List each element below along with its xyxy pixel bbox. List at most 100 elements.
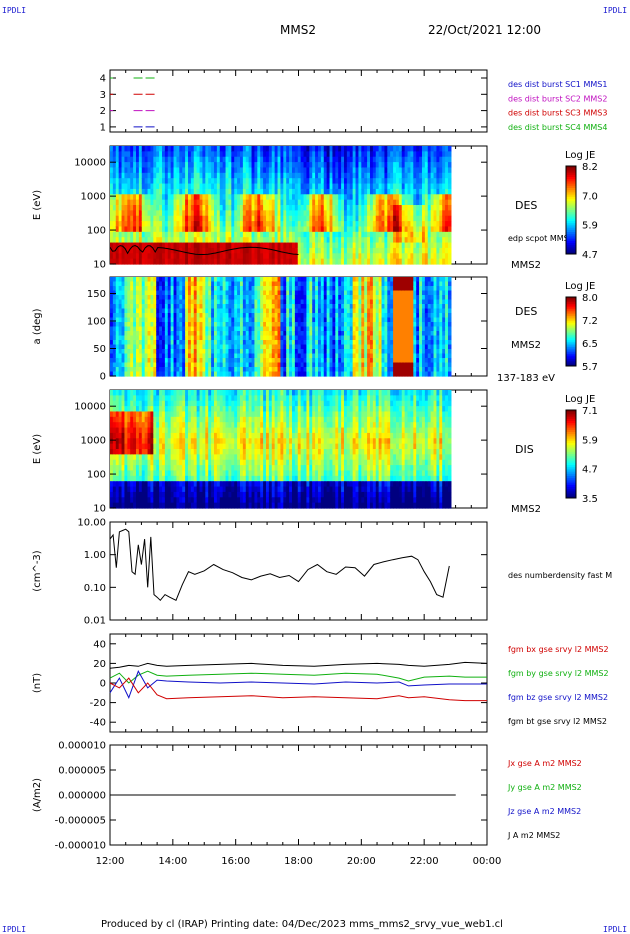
legend-label: fgm by gse srvy l2 MMS2 bbox=[508, 669, 609, 678]
y-tick-label: -0.000010 bbox=[55, 841, 106, 852]
colorbar-frame bbox=[565, 165, 577, 255]
panel-label: DIS bbox=[515, 443, 534, 456]
footer-text: Produced by cl (IRAP) Printing date: 04/… bbox=[101, 919, 503, 930]
legend-label: des dist burst SC1 MMS1 bbox=[508, 80, 607, 89]
y-tick-label: 0.000000 bbox=[58, 791, 106, 802]
y-tick-label: 10 bbox=[93, 504, 106, 515]
y-tick-label: 1000 bbox=[81, 192, 106, 203]
overlay-label: edp scpot MMS2 bbox=[508, 234, 574, 243]
legend-label: fgm bx gse srvy l2 MMS2 bbox=[508, 645, 609, 654]
y-tick-label: 100 bbox=[87, 470, 106, 481]
legend-label: J A m2 MMS2 bbox=[507, 831, 560, 840]
panel-frame-5 bbox=[109, 521, 488, 621]
corner-label-top-right: IPDLI bbox=[603, 6, 628, 15]
colorbar-des-energy bbox=[566, 166, 576, 255]
colorbar-tick-label: 4.7 bbox=[582, 465, 598, 476]
field-line bbox=[109, 677, 487, 702]
field-line bbox=[109, 670, 487, 699]
colorbar-tick-label: 5.7 bbox=[582, 362, 598, 373]
y-tick-label: 1 bbox=[100, 122, 106, 133]
y-tick-label: -20 bbox=[90, 698, 106, 709]
energy-label: 137-183 eV bbox=[497, 373, 555, 384]
spacecraft-label: MMS2 bbox=[511, 340, 541, 351]
colorbar-frame bbox=[565, 296, 577, 367]
y-tick-label: -0.000005 bbox=[55, 816, 106, 827]
x-tick-label: 16:00 bbox=[221, 856, 250, 867]
legend-label: fgm bt gse srvy l2 MMS2 bbox=[508, 717, 607, 726]
y-axis-label: (cm^-3) bbox=[32, 550, 43, 591]
y-tick-label: 0.000005 bbox=[58, 766, 106, 777]
y-tick-label: 1000 bbox=[81, 436, 106, 447]
y-tick-label: 4 bbox=[100, 74, 106, 85]
legend-label: des dist burst SC2 MMS2 bbox=[508, 94, 607, 103]
legend-label: Jy gse A m2 MMS2 bbox=[507, 783, 582, 792]
spacecraft-label: MMS2 bbox=[511, 504, 541, 515]
spectrogram-cells bbox=[110, 390, 452, 509]
y-tick-label: -40 bbox=[90, 718, 106, 729]
colorbar-title: Log JE bbox=[565, 394, 595, 405]
colorbar-tick-label: 4.7 bbox=[582, 250, 598, 261]
y-tick-label: 0 bbox=[100, 679, 106, 690]
x-tick-label: 20:00 bbox=[347, 856, 376, 867]
y-tick-label: 0.10 bbox=[84, 583, 106, 594]
spacecraft-title: MMS2 bbox=[280, 23, 316, 37]
colorbar-title: Log JE bbox=[565, 150, 595, 161]
panel-label: DES bbox=[515, 199, 537, 212]
y-axis-label: (A/m2) bbox=[32, 778, 43, 812]
y-tick-label: 0.01 bbox=[84, 616, 106, 627]
density-line bbox=[109, 528, 450, 602]
y-tick-label: 50 bbox=[93, 344, 106, 355]
x-tick-label: 00:00 bbox=[473, 856, 502, 867]
spectrogram-cells bbox=[110, 277, 452, 377]
y-tick-label: 0.000010 bbox=[58, 741, 106, 752]
x-tick-label: 22:00 bbox=[410, 856, 439, 867]
corner-label-bottom-right: IPDLI bbox=[603, 925, 628, 934]
y-axis-label: (nT) bbox=[32, 673, 43, 693]
colorbar-tick-label: 8.2 bbox=[582, 162, 598, 173]
y-tick-label: 10 bbox=[93, 260, 106, 271]
colorbar-tick-label: 8.0 bbox=[582, 293, 598, 304]
colorbar-tick-label: 7.0 bbox=[582, 191, 598, 202]
legend-label: fgm bz gse srvy l2 MMS2 bbox=[508, 693, 608, 702]
y-tick-label: 40 bbox=[93, 639, 106, 650]
y-axis-label: a (deg) bbox=[32, 308, 43, 344]
colorbar-tick-label: 5.9 bbox=[582, 221, 598, 232]
colorbar-title: Log JE bbox=[565, 281, 595, 292]
colorbar-dis-energy bbox=[566, 410, 576, 499]
colorbar-tick-label: 6.5 bbox=[582, 339, 598, 350]
legend-label: Jz gse A m2 MMS2 bbox=[507, 807, 581, 816]
spacecraft-label: MMS2 bbox=[511, 260, 541, 271]
corner-label-bottom-left: IPDLI bbox=[2, 925, 27, 934]
colorbar-tick-label: 7.2 bbox=[582, 316, 598, 327]
y-tick-label: 20 bbox=[93, 659, 106, 670]
scpot-line bbox=[109, 244, 299, 255]
y-tick-label: 100 bbox=[87, 226, 106, 237]
colorbar-tick-label: 7.1 bbox=[582, 406, 598, 417]
corner-label-top-left: IPDLI bbox=[2, 6, 27, 15]
colorbar-des-pitch bbox=[566, 297, 576, 367]
panel-label: DES bbox=[515, 305, 537, 318]
colorbar-tick-label: 3.5 bbox=[582, 494, 598, 505]
legend-label: des dist burst SC4 MMS4 bbox=[508, 123, 607, 132]
legend-label: des dist burst SC3 MMS3 bbox=[508, 109, 607, 118]
y-tick-label: 10000 bbox=[74, 158, 106, 169]
legend-label: des numberdensity fast M bbox=[508, 571, 612, 580]
y-axis-label: E (eV) bbox=[32, 434, 43, 464]
y-tick-label: 2 bbox=[100, 106, 106, 117]
y-tick-label: 1.00 bbox=[84, 550, 106, 561]
y-tick-label: 150 bbox=[87, 289, 106, 300]
datetime-title: 22/Oct/2021 12:00 bbox=[428, 23, 542, 37]
y-tick-label: 3 bbox=[100, 90, 106, 101]
panel-frame-1 bbox=[109, 69, 488, 133]
y-tick-label: 10000 bbox=[74, 402, 106, 413]
colorbar-tick-label: 5.9 bbox=[582, 435, 598, 446]
x-tick-label: 14:00 bbox=[158, 856, 187, 867]
colorbar-frame bbox=[565, 409, 577, 499]
spectrogram-cells bbox=[110, 146, 452, 265]
legend-label: Jx gse A m2 MMS2 bbox=[507, 759, 582, 768]
y-tick-label: 10.00 bbox=[77, 518, 106, 529]
y-axis-label: E (eV) bbox=[32, 190, 43, 220]
x-tick-label: 12:00 bbox=[96, 856, 125, 867]
y-tick-label: 0 bbox=[100, 372, 106, 383]
